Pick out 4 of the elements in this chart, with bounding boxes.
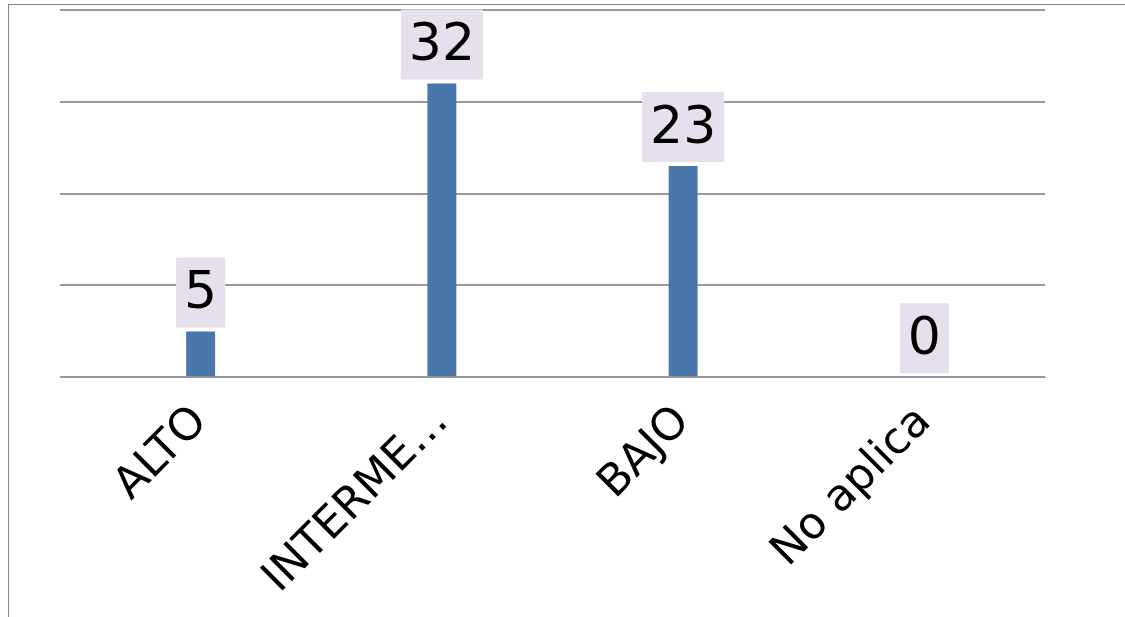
data-label: 5 [184,259,218,320]
data-label: 0 [907,305,941,366]
data-label: 23 [650,94,717,155]
data-label: 32 [408,11,475,72]
